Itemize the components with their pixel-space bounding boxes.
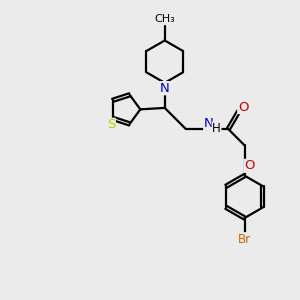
Text: N: N	[160, 82, 169, 95]
Text: O: O	[238, 100, 248, 113]
Text: O: O	[244, 159, 255, 172]
Text: S: S	[107, 118, 115, 131]
Text: CH₃: CH₃	[154, 14, 175, 24]
Text: N: N	[204, 117, 214, 130]
Text: H: H	[212, 122, 221, 135]
Text: Br: Br	[238, 233, 251, 246]
